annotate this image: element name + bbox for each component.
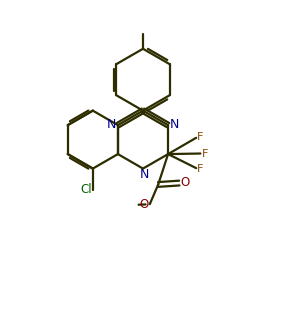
Text: O: O: [180, 176, 190, 189]
Text: O: O: [140, 198, 149, 211]
Text: N: N: [170, 118, 179, 131]
Text: Cl: Cl: [80, 183, 92, 196]
Text: F: F: [197, 132, 204, 142]
Text: F: F: [197, 164, 204, 174]
Text: F: F: [202, 148, 208, 158]
Text: N: N: [107, 118, 116, 131]
Text: N: N: [139, 168, 149, 181]
